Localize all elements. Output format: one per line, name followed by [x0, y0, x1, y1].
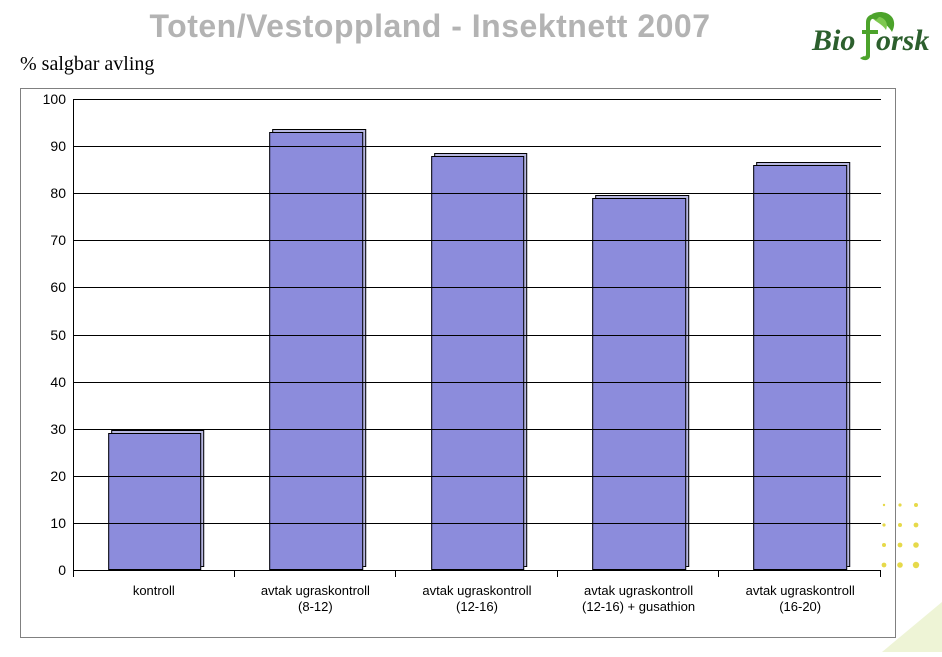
- bar: [269, 132, 363, 570]
- decorative-triangle: [882, 602, 942, 657]
- category-slot: kontroll: [73, 577, 235, 637]
- category-label: avtak ugraskontroll(12-16) + gusathion: [562, 583, 716, 616]
- logo-bio: Bio: [811, 24, 855, 57]
- category-slot: avtak ugraskontroll(12-16): [396, 577, 558, 637]
- bar: [592, 198, 686, 570]
- slide-title: Toten/Vestoppland - Insektnett 2007: [0, 8, 860, 45]
- category-label: avtak ugraskontroll(12-16): [400, 583, 554, 616]
- y-tick-label: 50: [50, 327, 74, 343]
- y-tick-label: 40: [50, 374, 74, 390]
- y-tick-label: 60: [50, 279, 74, 295]
- plot-area: 0102030405060708090100: [73, 99, 881, 571]
- svg-text:orsk: orsk: [876, 24, 929, 57]
- decorative-dots: [876, 497, 932, 587]
- category-labels: kontrollavtak ugraskontroll(8-12)avtak u…: [73, 577, 881, 637]
- logo-orsk: orsk: [876, 24, 929, 57]
- chart-frame: 0102030405060708090100 kontrollavtak ugr…: [20, 88, 896, 638]
- y-tick-label: 100: [43, 91, 74, 107]
- y-tick-label: 0: [58, 562, 74, 578]
- category-label: avtak ugraskontroll(8-12): [239, 583, 393, 616]
- y-tick-label: 80: [50, 185, 74, 201]
- category-label: kontroll: [77, 583, 231, 599]
- y-tick-label: 10: [50, 515, 74, 531]
- bar: [754, 165, 848, 570]
- bioforsk-logo: Bio orsk: [810, 10, 930, 67]
- gridline: [74, 240, 881, 241]
- gridline: [74, 476, 881, 477]
- y-tick-label: 20: [50, 468, 74, 484]
- y-axis-label: % salgbar avling: [20, 53, 154, 76]
- y-tick-label: 30: [50, 421, 74, 437]
- bar: [108, 433, 202, 570]
- gridline: [74, 382, 881, 383]
- category-slot: avtak ugraskontroll(12-16) + gusathion: [558, 577, 720, 637]
- category-tick: [73, 571, 74, 577]
- category-label: avtak ugraskontroll(16-20): [723, 583, 877, 616]
- category-slot: avtak ugraskontroll(8-12): [235, 577, 397, 637]
- svg-text:Bio: Bio: [811, 24, 855, 57]
- y-tick-label: 70: [50, 232, 74, 248]
- gridline: [74, 523, 881, 524]
- gridline: [74, 429, 881, 430]
- bar: [431, 156, 525, 570]
- gridline: [74, 193, 881, 194]
- gridline: [74, 287, 881, 288]
- gridline: [74, 335, 881, 336]
- y-tick-label: 90: [50, 138, 74, 154]
- gridline: [74, 99, 881, 100]
- category-slot: avtak ugraskontroll(16-20): [719, 577, 881, 637]
- gridline: [74, 146, 881, 147]
